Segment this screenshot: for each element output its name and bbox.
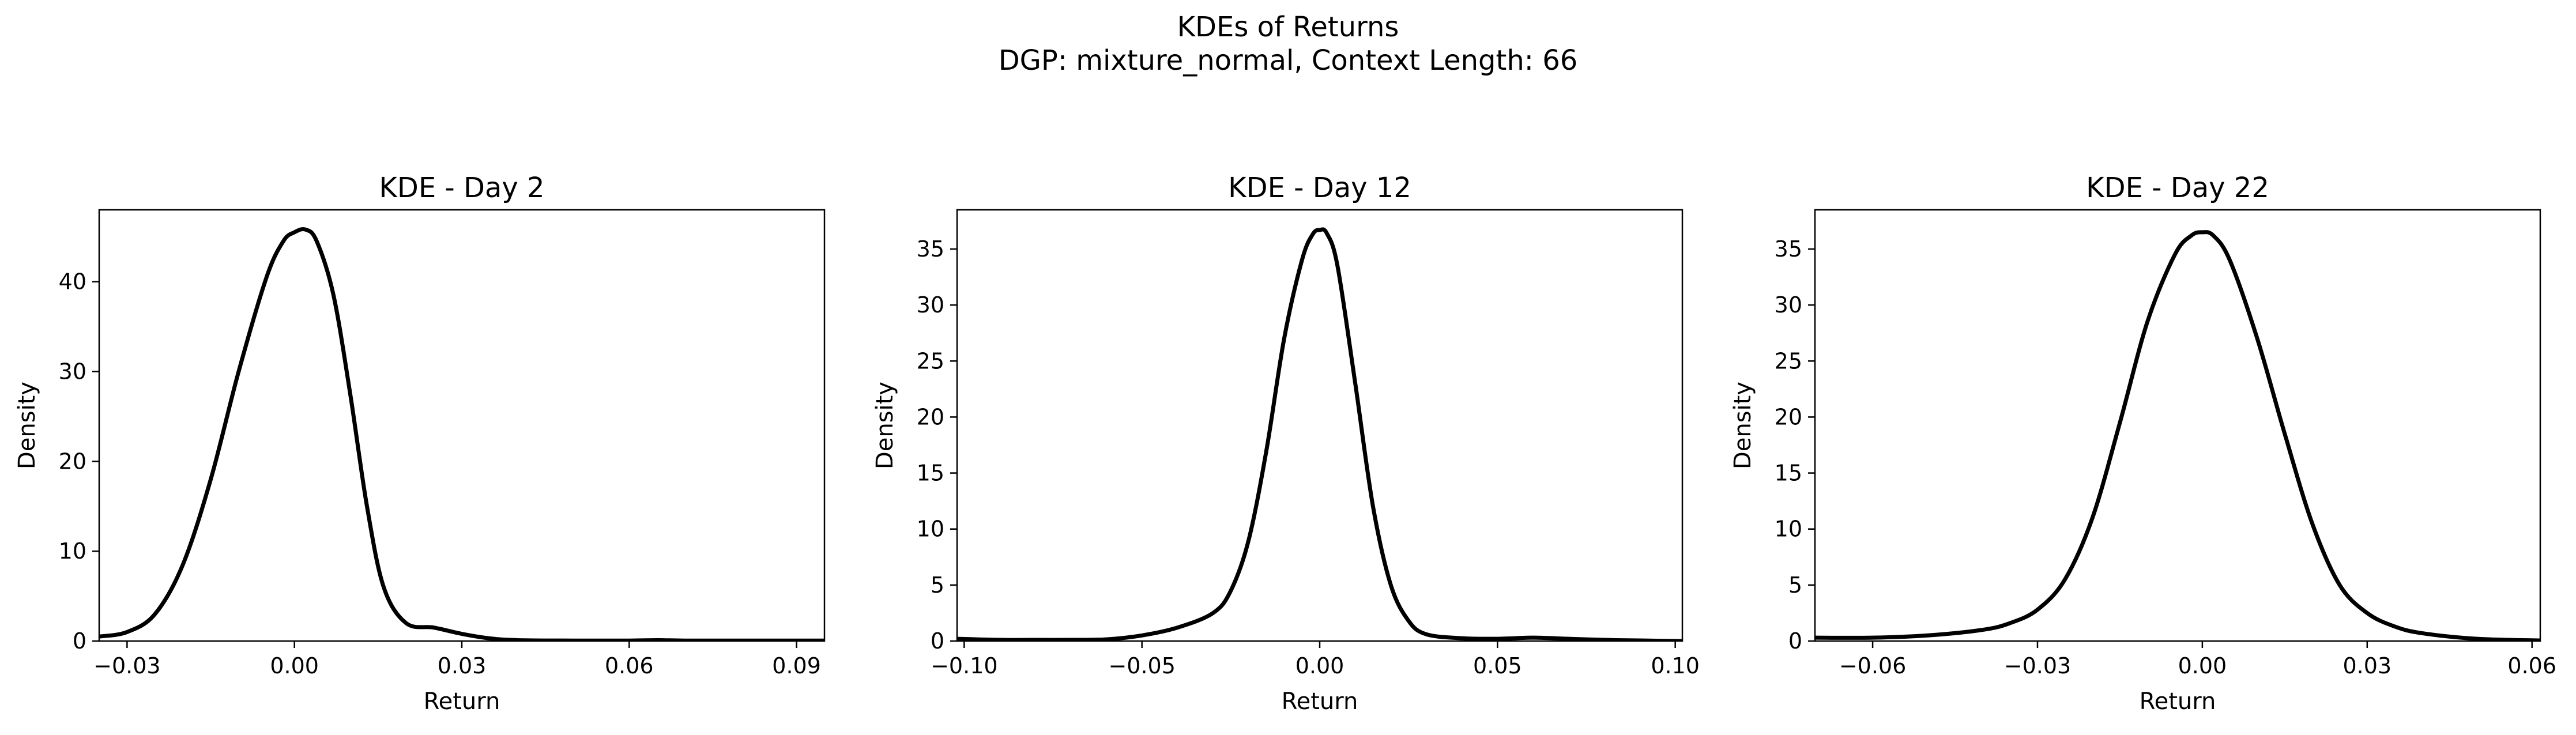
x-tick-label: 0.09 [772,653,821,679]
x-tick-label: 0.00 [270,653,319,679]
y-tick-label: 0 [1788,628,1802,654]
y-tick-label: 10 [1775,517,1802,542]
y-tick-label: 20 [917,404,944,429]
x-axis-label: Return [1282,688,1358,715]
y-tick-label: 10 [917,517,944,542]
x-tick-label: −0.03 [2004,653,2071,679]
y-tick-label: 15 [1775,461,1802,486]
x-tick-label: −0.03 [93,653,160,679]
x-tick-label: 0.06 [605,653,654,679]
y-tick-label: 5 [1788,572,1802,598]
y-axis-label: Density [14,382,40,469]
y-tick-label: 40 [59,269,86,295]
kde-curve-line [957,227,1682,641]
y-tick-label: 15 [917,461,944,486]
x-tick-label: 0.06 [2507,653,2556,679]
x-tick-label: 0.00 [1295,653,1345,679]
axes-frame [1814,209,2541,642]
figure-title: KDEs of Returns DGP: mixture_normal, Con… [0,10,2576,77]
x-tick-label: 0.03 [438,653,487,679]
y-tick-label: 35 [1775,236,1802,262]
kde-curve-line [99,227,824,641]
kde-panel-3: KDE - Day 22 −0.06 −0.03 0.00 0.03 0.06 0 5 10 15… [1730,172,2556,715]
y-tick-label: 25 [917,348,944,374]
x-axis-label: Return [424,688,500,715]
y-axis-label: Density [1730,382,1756,469]
y-tick-label: 30 [1775,292,1802,318]
kde-panel-2: KDE - Day 12 −0.10 −0.05 0.00 0.05 0.10 0 5 10 15… [872,172,1700,715]
y-tick-label: 5 [931,572,944,598]
figure-subtitle-line-2: DGP: mixture_normal, Context Length: 66 [998,44,1578,77]
x-tick-label: 0.10 [1651,653,1700,679]
y-tick-label: 0 [73,628,86,654]
figure-title-line-1: KDEs of Returns [1177,11,1399,43]
axes-frame [98,209,826,642]
y-axis-label: Density [872,382,898,469]
y-tick-label: 10 [59,538,86,564]
x-tick-label: 0.05 [1473,653,1522,679]
x-tick-label: 0.00 [2178,653,2227,679]
y-tick-label: 25 [1775,348,1802,374]
panel-title: KDE - Day 22 [2086,172,2269,204]
x-tick-label: −0.10 [931,653,997,679]
y-tick-label: 20 [1775,404,1802,429]
y-tick-label: 35 [917,236,944,262]
y-tick-label: 20 [59,448,86,474]
x-axis-label: Return [2140,688,2216,715]
x-tick-label: −0.06 [1839,653,1906,679]
axes-frame [956,209,1684,642]
panel-title: KDE - Day 12 [1228,172,1411,204]
kde-curve-line [1815,230,2540,641]
x-tick-label: 0.03 [2342,653,2392,679]
x-tick-label: −0.05 [1108,653,1175,679]
y-tick-label: 0 [931,628,944,654]
y-tick-label: 30 [917,292,944,318]
panel-title: KDE - Day 2 [379,172,544,204]
y-tick-label: 30 [59,359,86,385]
kde-panel-1: KDE - Day 2 −0.03 0.00 0.03 0.06 0.09 0 10 20 30 4… [14,172,826,715]
